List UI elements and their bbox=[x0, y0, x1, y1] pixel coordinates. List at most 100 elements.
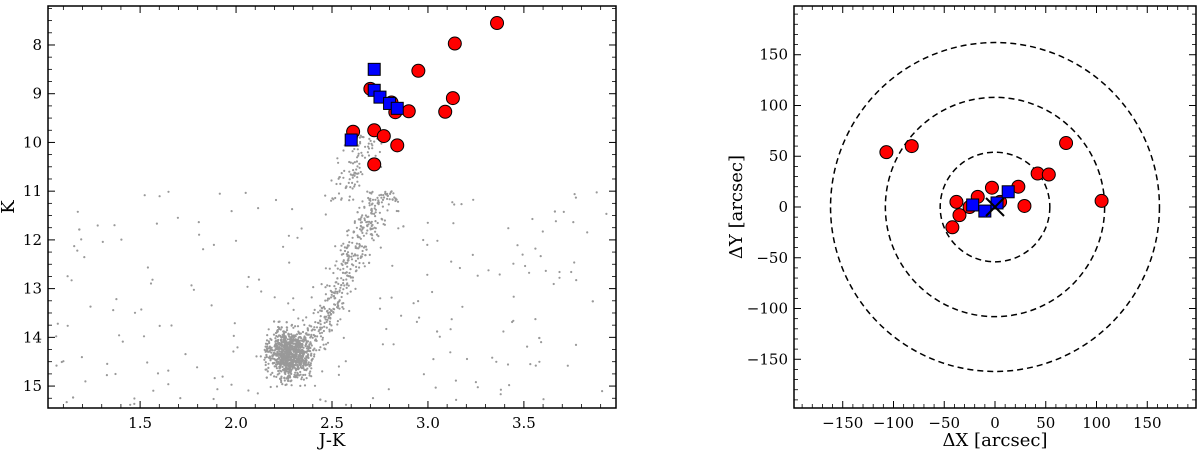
background-star-dot bbox=[308, 372, 311, 375]
background-star-dot bbox=[307, 361, 310, 364]
background-star-dot bbox=[288, 369, 291, 372]
background-star-dot bbox=[368, 198, 371, 201]
background-star-dot bbox=[283, 347, 286, 350]
background-star-dot bbox=[347, 254, 350, 257]
background-star-dot bbox=[366, 220, 369, 223]
background-star-dot bbox=[343, 246, 346, 249]
background-star-dot bbox=[381, 198, 385, 201]
background-star-dot bbox=[246, 285, 249, 288]
background-star-dot bbox=[524, 264, 527, 268]
right-y-tick-label: 100 bbox=[759, 96, 788, 114]
background-star-dot bbox=[290, 384, 293, 387]
background-star-dot bbox=[319, 304, 322, 307]
background-star-dot bbox=[386, 194, 389, 197]
background-star-dot bbox=[255, 355, 258, 358]
background-star-dot bbox=[325, 326, 328, 329]
background-star-dot bbox=[455, 398, 458, 401]
background-star-dot bbox=[346, 282, 349, 285]
background-star-dot bbox=[55, 364, 58, 367]
background-star-dot bbox=[336, 277, 339, 280]
background-star-dot bbox=[299, 353, 302, 356]
background-star-dot bbox=[355, 168, 358, 171]
background-star-dot bbox=[314, 321, 317, 324]
background-star-dot bbox=[573, 193, 576, 196]
left-x-tick-label: 3.5 bbox=[512, 414, 536, 432]
background-star-dot bbox=[276, 335, 279, 338]
background-star-dot bbox=[292, 342, 295, 345]
background-star-dot bbox=[281, 353, 284, 356]
background-star-dot bbox=[290, 333, 293, 336]
background-star-dot bbox=[328, 320, 331, 323]
background-star-dot bbox=[353, 185, 356, 188]
background-star-dot bbox=[351, 279, 354, 282]
background-star-dot bbox=[570, 270, 573, 274]
background-star-dot bbox=[264, 363, 267, 367]
background-star-dot bbox=[288, 338, 292, 341]
background-star-dot bbox=[363, 217, 366, 220]
background-star-dot bbox=[353, 230, 356, 233]
background-star-dot bbox=[267, 328, 270, 331]
background-star-dot bbox=[288, 354, 291, 357]
background-star-dot bbox=[283, 330, 286, 333]
background-star-dot bbox=[340, 284, 343, 287]
background-star-dot bbox=[287, 342, 290, 346]
background-star-dot bbox=[143, 194, 146, 197]
background-star-dot bbox=[142, 335, 146, 338]
background-star-dot bbox=[265, 376, 268, 379]
background-star-dot bbox=[367, 223, 370, 226]
background-star-dot bbox=[474, 381, 477, 384]
background-star-dot bbox=[267, 340, 270, 343]
right-red-circle-point bbox=[904, 139, 919, 154]
background-star-dot bbox=[328, 330, 331, 333]
background-star-dot bbox=[344, 403, 348, 406]
background-star-dot bbox=[499, 393, 502, 396]
background-star-dot bbox=[282, 359, 285, 362]
background-star-dot bbox=[381, 205, 384, 208]
background-star-dot bbox=[275, 331, 279, 334]
background-star-dot bbox=[287, 379, 290, 382]
background-star-dot bbox=[358, 136, 361, 139]
background-star-dot bbox=[324, 194, 327, 197]
background-star-dot bbox=[541, 230, 544, 233]
background-star-dot bbox=[349, 186, 352, 189]
left-blue-square-point bbox=[390, 101, 404, 115]
left-red-circle-point bbox=[376, 129, 391, 144]
background-star-dot bbox=[354, 287, 357, 290]
background-star-dot bbox=[378, 194, 381, 197]
background-star-dot bbox=[80, 238, 83, 241]
right-red-circle-point bbox=[1017, 198, 1032, 213]
background-star-dot bbox=[216, 388, 219, 391]
background-star-dot bbox=[380, 193, 383, 196]
background-star-dot bbox=[296, 344, 299, 347]
background-star-dot bbox=[314, 339, 317, 342]
background-star-dot bbox=[369, 227, 372, 230]
background-star-dot bbox=[360, 245, 364, 248]
background-star-dot bbox=[305, 340, 308, 343]
background-star-dot bbox=[337, 304, 340, 308]
background-star-dot bbox=[362, 226, 365, 229]
background-star-dot bbox=[315, 349, 318, 352]
background-star-dot bbox=[361, 231, 364, 234]
background-star-dot bbox=[321, 336, 324, 339]
background-star-dot bbox=[327, 311, 330, 315]
background-star-dot bbox=[324, 293, 327, 296]
background-star-dot bbox=[310, 375, 313, 378]
background-star-dot bbox=[438, 335, 441, 338]
background-star-dot bbox=[348, 195, 351, 198]
background-star-dot bbox=[62, 360, 65, 363]
background-star-dot bbox=[277, 356, 281, 359]
right-red-circle-point bbox=[1059, 136, 1074, 151]
background-star-dot bbox=[83, 256, 86, 259]
background-star-dot bbox=[542, 398, 545, 401]
background-star-dot bbox=[502, 330, 505, 333]
right-y-tick-label: −50 bbox=[756, 249, 788, 267]
background-star-dot bbox=[256, 392, 259, 395]
background-star-dot bbox=[306, 367, 309, 370]
background-star-dot bbox=[355, 269, 358, 272]
left-y-tick-label: 8 bbox=[32, 36, 42, 54]
background-star-dot bbox=[361, 135, 364, 139]
background-star-dot bbox=[285, 352, 288, 355]
background-star-dot bbox=[362, 246, 366, 249]
background-star-dot bbox=[366, 151, 369, 154]
background-star-dot bbox=[358, 261, 361, 265]
